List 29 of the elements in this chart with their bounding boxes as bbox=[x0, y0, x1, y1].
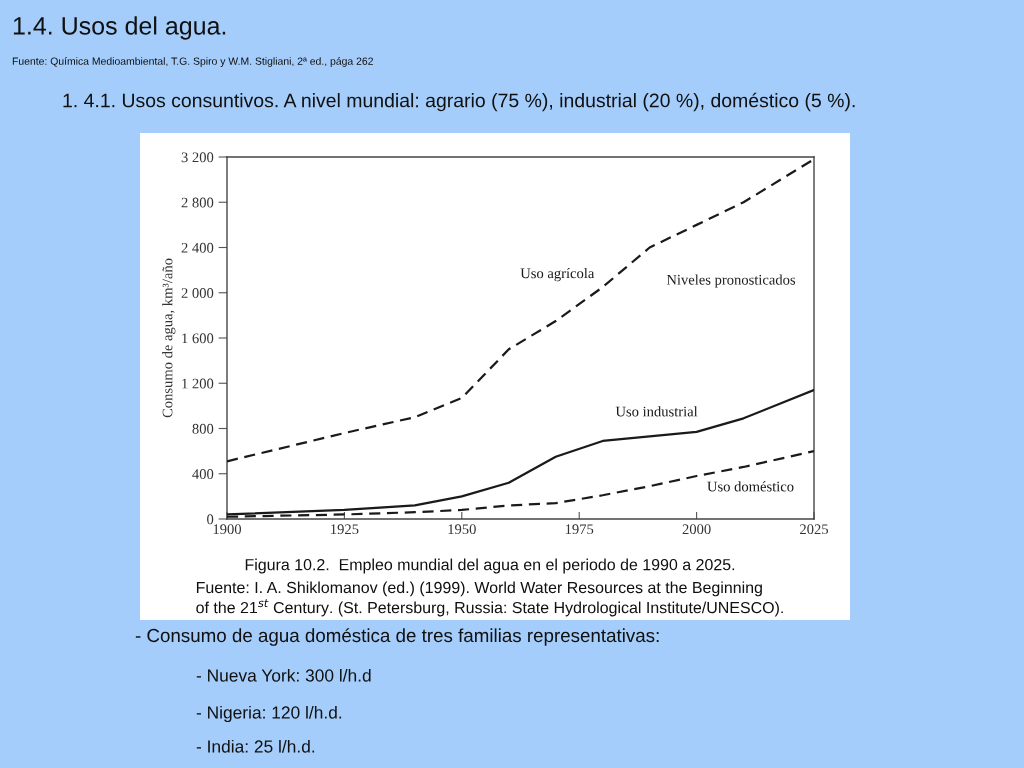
chart-subtitle: Fuente: Química Medioambiental, T.G. Spiro y W.M. Stigliani, 2ª ed., pága 262 bbox=[12, 57, 373, 67]
y-tick-label: 400 bbox=[192, 469, 214, 479]
x-tick-label: 1975 bbox=[565, 524, 594, 535]
y-tick-label: 3 200 bbox=[181, 152, 214, 163]
y-tick-label: 2 800 bbox=[181, 197, 214, 208]
y-tick-label: 2 400 bbox=[181, 242, 214, 253]
source-note: Fuente: I. A. Shiklomanov (ed.) (1999). World Water Resources at the Beginning of the 21$^{st}$ Century. (St. Petersburg, Russia: State Hydrological Institute/UNESCO). bbox=[196, 581, 783, 617]
y-tick-label: 1 600 bbox=[182, 333, 214, 344]
annotation: Niveles pronosticados bbox=[666, 274, 796, 288]
text: 1. 4.1. Usos consuntivos. A nivel mundial: agrario (75 %), industrial (20 %), doméstico (5 %). bbox=[63, 92, 855, 112]
text: - Nigeria: 120 l/h.d. bbox=[196, 705, 342, 723]
x-tick-label: 2025 bbox=[800, 524, 829, 535]
y-tick-label: 2 000 bbox=[181, 288, 214, 298]
series-label: Uso industrial bbox=[615, 406, 698, 417]
series-label: Uso agrícola bbox=[520, 267, 595, 282]
y-tick-label: 1 200 bbox=[182, 378, 214, 389]
chart-title: 1.4. Usos del agua. bbox=[13, 16, 226, 40]
x-tick-label: 2000 bbox=[682, 524, 711, 535]
y-axis-title: Consumo de agua, km³/año bbox=[162, 258, 176, 418]
y-tick-label: 0 bbox=[207, 514, 214, 525]
y-tick-label: 800 bbox=[192, 423, 214, 434]
x-tick-label: 1950 bbox=[448, 524, 476, 535]
series-label: Uso doméstico bbox=[707, 481, 794, 492]
text: Figura 10.2. Empleo mundial del agua en el periodo de 1990 a 2025. bbox=[245, 558, 735, 574]
x-tick-label: 1925 bbox=[331, 524, 359, 535]
x-tick-label: 1900 bbox=[213, 524, 242, 535]
text: - Nueva York: 300 l/h.d bbox=[196, 668, 371, 682]
text: - India: 25 l/h.d. bbox=[196, 739, 315, 753]
text: - Consumo de agua doméstica de tres familias representativas: bbox=[135, 628, 659, 646]
